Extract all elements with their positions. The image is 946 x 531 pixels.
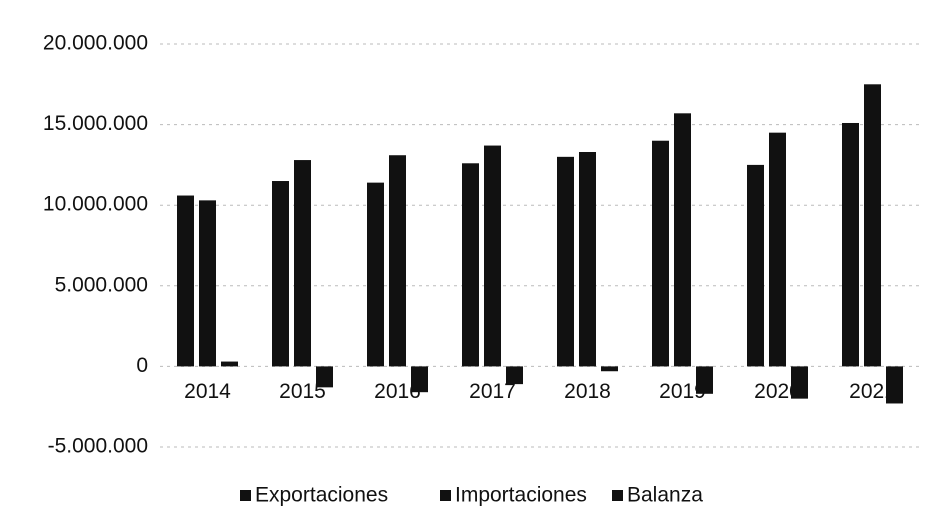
legend-marker	[440, 490, 451, 501]
bar	[199, 200, 216, 367]
y-tick-label: 5.000.000	[55, 273, 148, 296]
bar	[294, 160, 311, 367]
bar	[316, 366, 333, 388]
bar	[747, 164, 764, 367]
legend-marker	[612, 490, 623, 501]
x-tick-label: 2020	[754, 380, 801, 403]
x-tick-label: 2021	[849, 380, 896, 403]
bar	[696, 366, 713, 394]
y-tick-label: -5.000.000	[48, 435, 148, 458]
y-tick-label: 15.000.000	[43, 112, 148, 135]
bar	[462, 163, 479, 367]
x-tick-label: 2019	[659, 380, 706, 403]
legend-label: Balanza	[627, 484, 703, 507]
bar	[601, 366, 618, 372]
bar	[221, 361, 238, 367]
bar	[791, 366, 808, 399]
bar	[886, 366, 903, 404]
bar	[842, 122, 859, 367]
x-tick-label: 2014	[184, 380, 231, 403]
bar	[411, 366, 428, 393]
bar	[506, 366, 523, 385]
y-tick-label: 20.000.000	[43, 32, 148, 55]
y-tick-label: 0	[136, 354, 148, 377]
bar	[652, 140, 669, 367]
x-tick-label: 2018	[564, 380, 611, 403]
y-tick-label: 10.000.000	[43, 193, 148, 216]
bar	[484, 145, 501, 367]
bar	[177, 195, 194, 367]
bar	[389, 155, 406, 367]
x-tick-label: 2016	[374, 380, 421, 403]
legend-label: Exportaciones	[255, 484, 388, 507]
legend-label: Importaciones	[455, 484, 587, 507]
bar	[272, 181, 289, 367]
bar	[367, 182, 384, 367]
x-tick-label: 2017	[469, 380, 516, 403]
bar	[579, 152, 596, 367]
x-tick-label: 2015	[279, 380, 326, 403]
bar	[557, 156, 574, 367]
bar	[864, 84, 881, 367]
legend-marker	[240, 490, 251, 501]
bar	[674, 113, 691, 367]
bar	[769, 132, 786, 367]
